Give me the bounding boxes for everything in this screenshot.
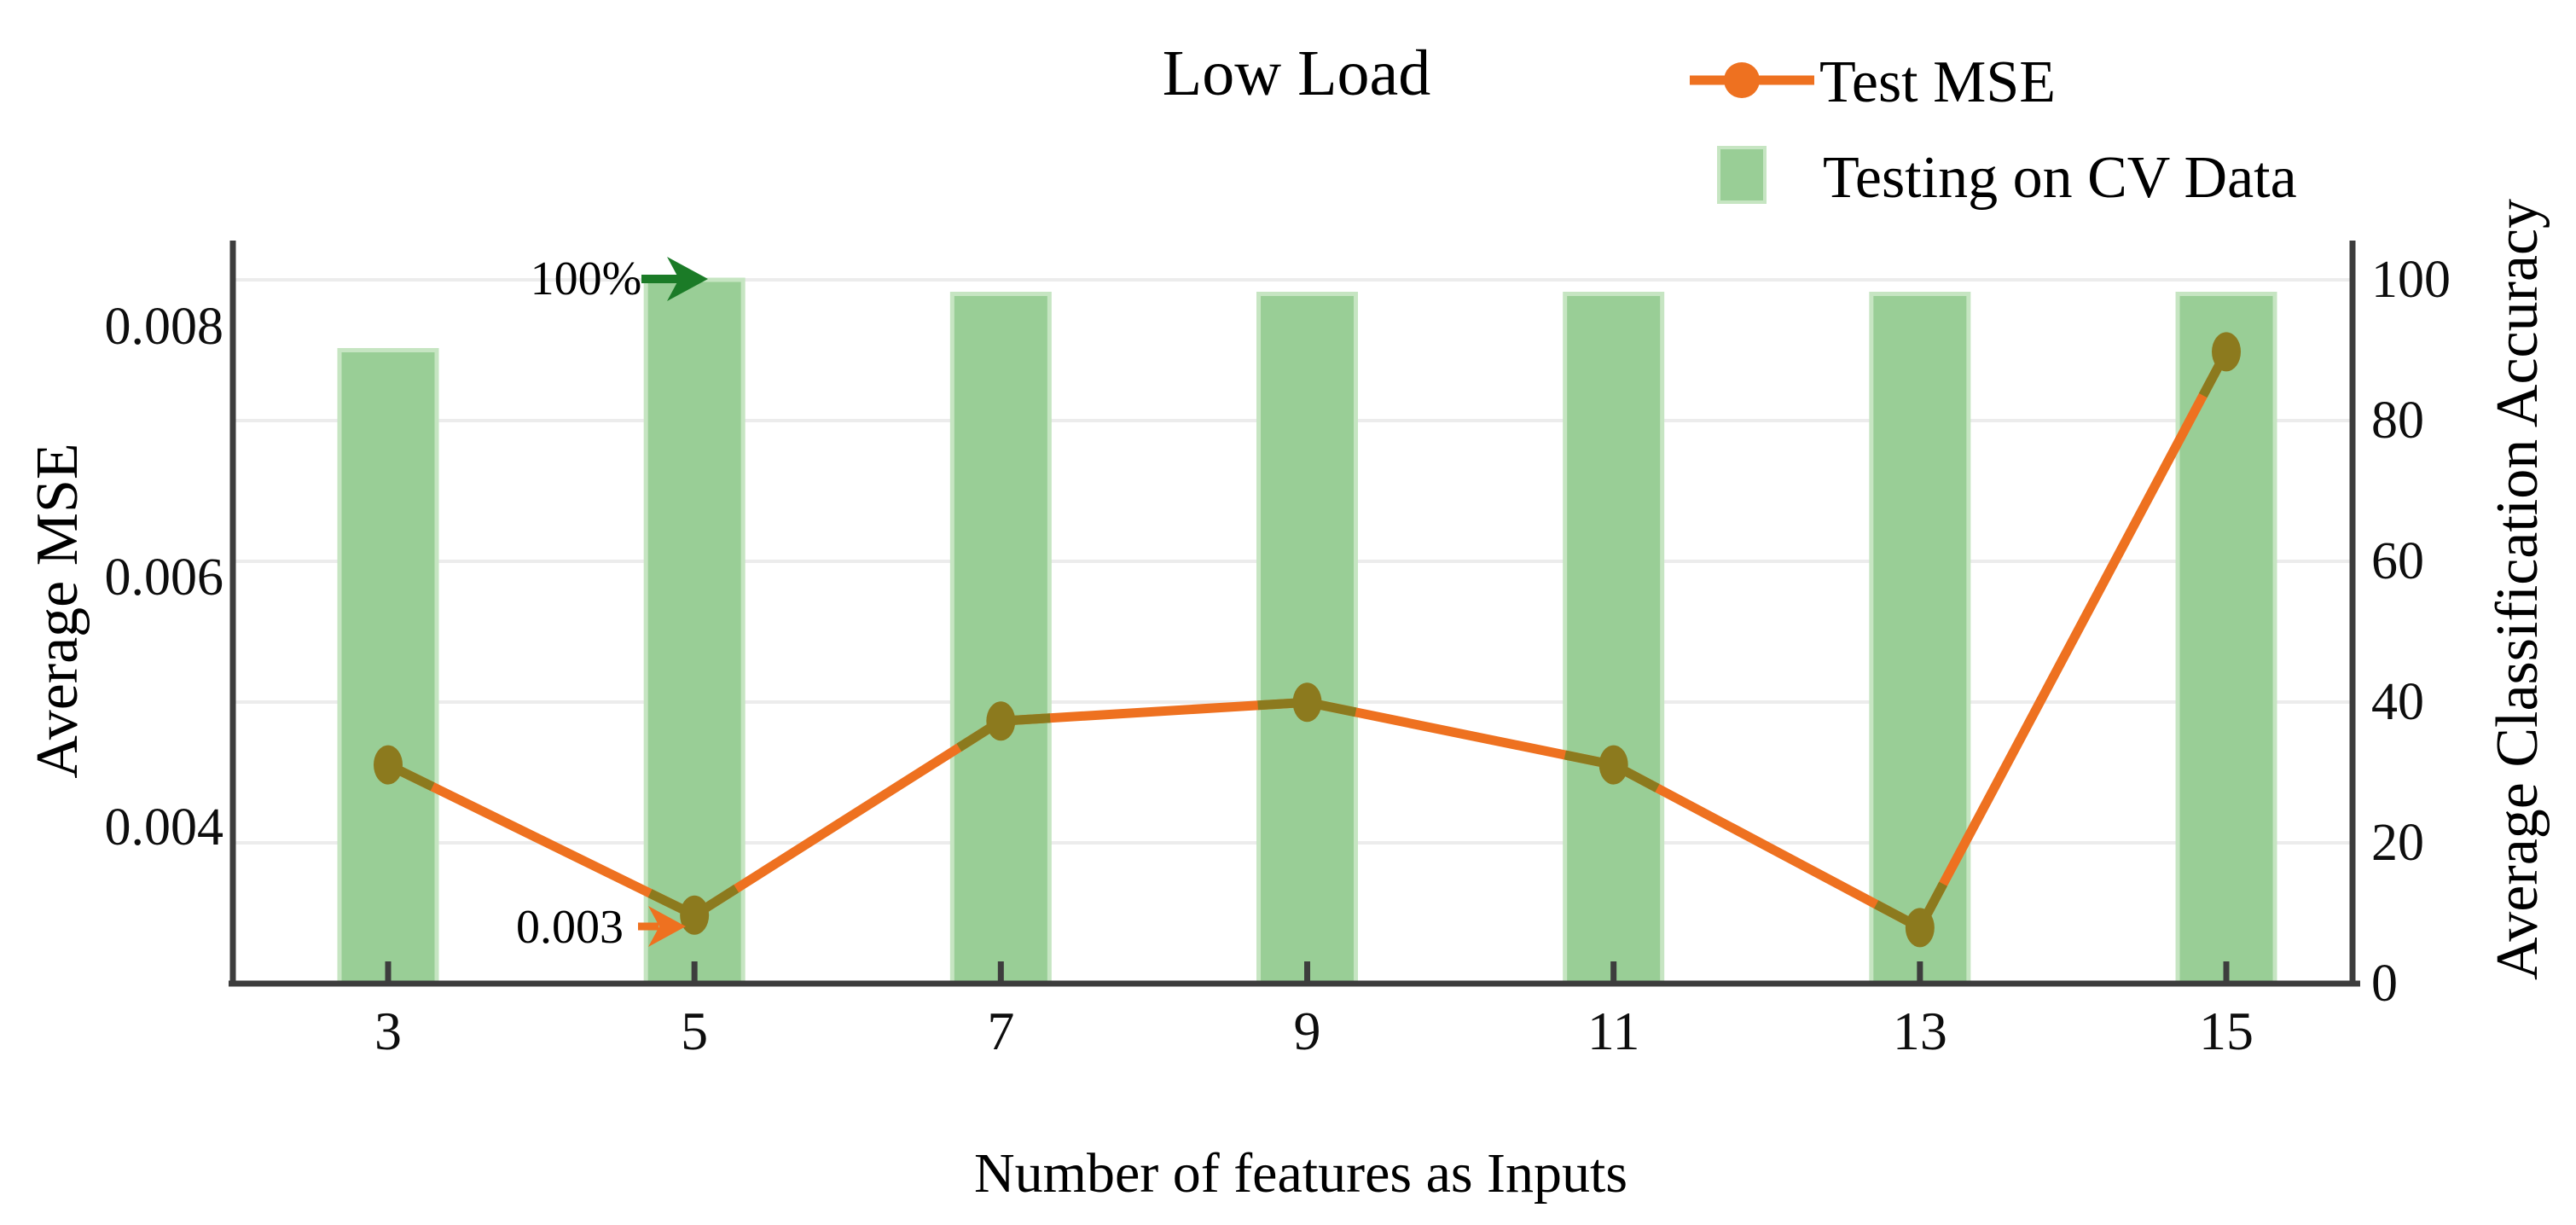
marker-7 [986,701,1016,741]
y-right-axis-line [2349,241,2356,986]
y-right-tick-60: 60 [2371,532,2424,590]
y-left-axis-line [229,241,236,986]
legend-bar-swatch-icon [1717,146,1767,204]
marker-9 [1292,682,1322,723]
y-left-axis-title: Average MSE [25,443,90,779]
marker-3 [374,745,403,785]
marker-13 [1905,908,1935,948]
x-tick-5: 5 [681,1001,709,1061]
x-tick-mark-5 [691,961,698,984]
x-tick-mark-9 [1304,961,1311,984]
x-tick-15: 15 [2199,1001,2254,1061]
y-left-tick-0.006: 0.006 [104,548,224,607]
x-axis-line [229,980,2360,987]
x-tick-mark-15 [2223,961,2230,984]
bar-7 [949,292,1052,986]
y-right-axis-title: Average Classification Accuracy [2485,198,2550,981]
y-left-tick-0.004: 0.004 [104,798,224,856]
marker-11 [1598,745,1628,785]
annotation-0003: 0.003 [516,901,624,954]
bar-9 [1256,292,1359,986]
bar-13 [1869,292,1971,986]
orange-arrow-head [648,906,686,947]
bar-3 [337,348,439,986]
chart-title: Low Load [1162,38,1431,109]
x-tick-13: 13 [1892,1001,1947,1061]
y-right-tick-20: 20 [2371,814,2424,872]
y-right-tick-0: 0 [2371,955,2398,1013]
legend-line-marker-icon [1690,62,1814,98]
x-tick-mark-13 [1917,961,1923,984]
y-right-tick-40: 40 [2371,673,2424,731]
bar-11 [1563,292,1665,986]
y-right-tick-100: 100 [2371,251,2451,309]
y-right-tick-80: 80 [2371,392,2424,450]
legend-label-testing-cv: Testing on CV Data [1823,145,2297,211]
x-tick-9: 9 [1293,1001,1321,1061]
green-arrow-head [667,257,708,301]
x-tick-mark-11 [1610,961,1617,984]
x-tick-mark-7 [997,961,1004,984]
x-tick-7: 7 [987,1001,1015,1061]
bar-15 [2175,292,2277,986]
x-axis-title: Number of features as Inputs [973,1142,1628,1205]
bar-5 [643,277,746,986]
annotation-100-percent: 100% [530,253,642,305]
marker-15 [2212,332,2242,372]
legend-label-test-mse: Test MSE [1819,49,2057,115]
x-tick-mark-3 [385,961,392,984]
x-tick-11: 11 [1587,1001,1640,1061]
y-left-tick-0.008: 0.008 [104,298,224,356]
x-tick-3: 3 [374,1001,402,1061]
marker-5 [680,895,710,935]
